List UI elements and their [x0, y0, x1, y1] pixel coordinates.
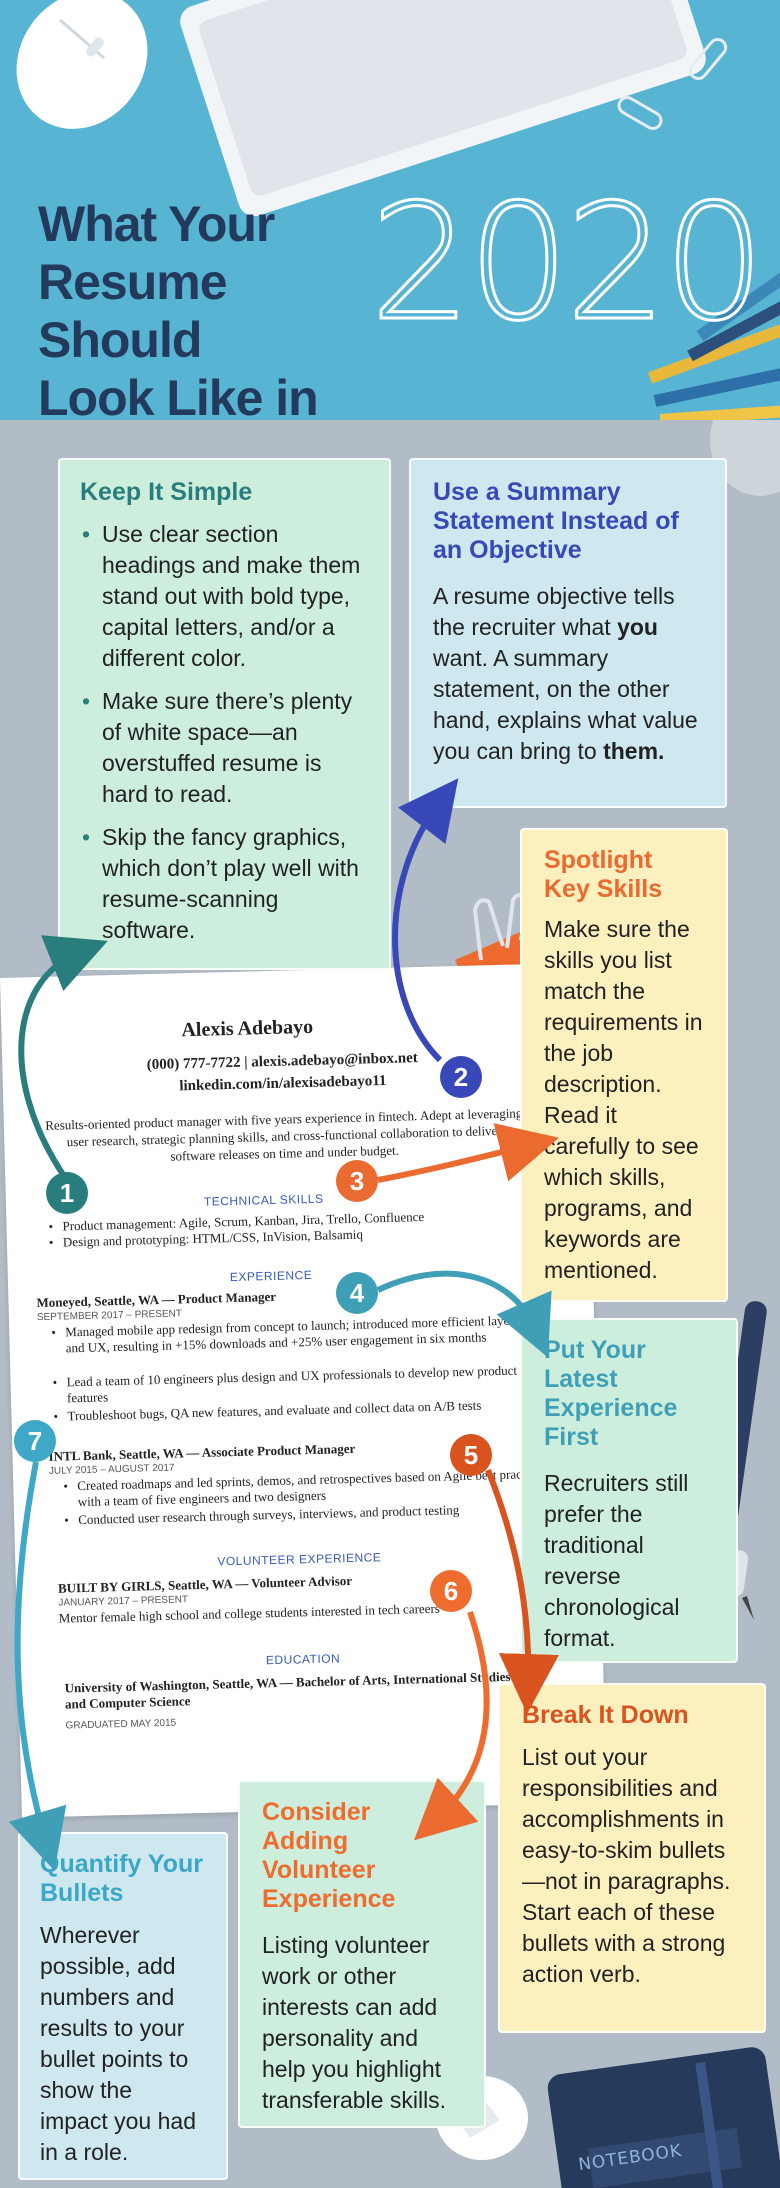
card-body: Listing volunteer work or other interest…	[262, 1932, 447, 2113]
tip-bullet: Make sure there’s plenty of white space—…	[80, 686, 369, 810]
notebook-icon	[547, 2047, 780, 2188]
card-heading: Keep It Simple	[80, 478, 253, 506]
step-badge-4: 4	[336, 1272, 378, 1314]
step-badge-6: 6	[430, 1570, 472, 1612]
arrow-3	[377, 1123, 560, 1183]
step-badge-7: 7	[14, 1420, 56, 1462]
tip-card-keep-it-simple: Keep It Simple Use clear section heading…	[58, 458, 391, 970]
paperclip-icon	[617, 38, 728, 130]
tip-bullet: Use clear section headings and make them…	[80, 519, 369, 674]
card-body: List out your responsibilities and accom…	[522, 1744, 731, 1987]
tip-bullet: Skip the fancy graphics, which don’t pla…	[80, 822, 369, 946]
title-line: What Your	[38, 196, 275, 252]
arrow-1	[18, 935, 108, 1178]
tip-card-break-it-down: Break It Down List out your responsibili…	[498, 1683, 766, 2033]
card-body: Make sure the skills you list match the …	[544, 916, 703, 1283]
tip-card-volunteer-experience: Consider Adding Volunteer Experience Lis…	[238, 1780, 486, 2128]
tip-bullet-list: Use clear section headings and make them…	[80, 519, 369, 946]
keyboard-icon	[180, 0, 706, 217]
card-body-text: A resume objective tells the recruiter w…	[433, 583, 675, 640]
step-badge-3: 3	[336, 1160, 378, 1202]
step-badge-2: 2	[440, 1056, 482, 1098]
mouse-icon	[16, 0, 148, 129]
card-body-text: want. A summary statement, on the other …	[433, 645, 698, 764]
card-body-emphasis: you	[617, 614, 658, 640]
card-body: Wherever possible, add numbers and resul…	[40, 1922, 196, 2165]
card-heading: Consider Adding Volunteer Experience	[262, 1798, 396, 1913]
page-title: What Your Resume Should Look Like in	[38, 195, 398, 427]
arrow-4	[376, 1270, 552, 1358]
card-heading: Spotlight Key Skills	[544, 846, 663, 903]
desk-decorations	[16, 0, 780, 420]
card-heading: Quantify Your Bullets	[40, 1850, 203, 1907]
arrow-7	[8, 1461, 67, 1871]
card-body: A resume objective tells the recruiter w…	[433, 581, 703, 767]
tip-card-quantify-bullets: Quantify Your Bullets Wherever possible,…	[18, 1832, 228, 2180]
card-body-emphasis: them.	[603, 738, 665, 764]
tip-card-spotlight-skills: Spotlight Key Skills Make sure the skill…	[520, 828, 728, 1302]
card-heading: Use a Summary Statement Instead of an Ob…	[433, 478, 679, 564]
step-badge-5: 5	[450, 1434, 492, 1476]
year-display: 2020	[368, 169, 766, 356]
step-badge-1: 1	[46, 1172, 88, 1214]
tip-card-latest-experience: Put Your Latest Experience First Recruit…	[520, 1318, 738, 1663]
arrow-2	[392, 778, 459, 1063]
arrow-6	[413, 1611, 490, 1841]
card-body: Recruiters still prefer the traditional …	[544, 1470, 689, 1651]
title-line: Resume Should	[38, 254, 228, 368]
tip-card-summary-statement: Use a Summary Statement Instead of an Ob…	[409, 458, 727, 808]
arrow-5	[485, 1468, 559, 1714]
pencils-icon	[647, 239, 780, 420]
card-heading: Put Your Latest Experience First	[544, 1336, 678, 1451]
pencil-cup-icon	[710, 420, 780, 496]
title-line: Look Like in	[38, 370, 319, 426]
